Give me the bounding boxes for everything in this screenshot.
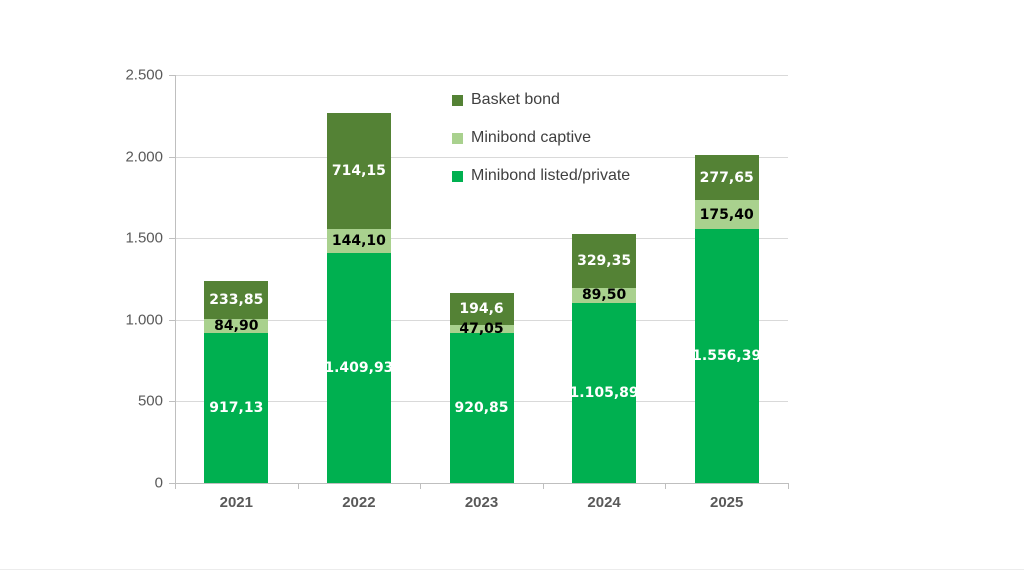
bar-value-label: 329,35 <box>577 253 632 270</box>
y-axis-tick-label: 2.500 <box>125 66 163 84</box>
x-axis-category-label: 2023 <box>464 494 499 511</box>
legend-swatch-basket-bond <box>452 94 463 106</box>
bar-segment-2021-basket-bond: 233,85 <box>204 281 269 320</box>
x-axis-tick <box>542 484 544 489</box>
gridline-2.500 <box>175 75 788 76</box>
bar-value-label: 917,13 <box>209 400 264 417</box>
y-axis-tick <box>169 75 175 76</box>
bar-segment-2023-minibond-listed-private: 920,85 <box>449 332 514 483</box>
legend-item-basket-bond: Basket bond <box>452 92 630 108</box>
bar-segment-2023-minibond-captive: 47,05 <box>449 320 514 337</box>
bar-value-label: 920,85 <box>454 399 509 416</box>
bar-value-label: 233,85 <box>209 292 264 309</box>
y-axis-tick-label: 1.500 <box>125 229 163 247</box>
bar-segment-2021-minibond-listed-private: 917,13 <box>204 333 269 483</box>
gridline-2.000 <box>175 156 788 158</box>
bar-value-label: 144,10 <box>331 233 386 250</box>
legend-swatch-minibond-captive <box>452 132 463 144</box>
bar-segment-2022-minibond-captive: 144,10 <box>326 229 391 253</box>
x-axis-tick <box>788 484 789 489</box>
x-axis-category-label: 2025 <box>710 494 744 511</box>
bar-value-label: 1.556,39 <box>692 347 762 364</box>
x-axis-category-label: 2024 <box>587 494 621 511</box>
y-axis-tick <box>169 238 175 240</box>
y-axis-tick-label: 0 <box>154 474 163 492</box>
bar-value-label: 175,40 <box>699 206 754 223</box>
bar-value-label: 277,65 <box>699 169 754 186</box>
bar-value-label: 84,90 <box>214 318 259 335</box>
legend-item-minibond-captive: Minibond captive <box>452 130 630 146</box>
legend: Basket bond Minibond captive Minibond li… <box>452 92 630 184</box>
x-axis-tick <box>175 484 176 489</box>
bar-value-label: 714,15 <box>331 163 386 180</box>
bar-value-label: 47,05 <box>459 320 504 337</box>
bar-segment-2024-minibond-captive: 89,50 <box>572 287 637 304</box>
bar-segment-2024-minibond-listed-private: 1.105,89 <box>569 302 639 483</box>
bar-segment-2025-minibond-captive: 175,40 <box>694 200 759 229</box>
legend-item-minibond-listed-private: Minibond listed/private <box>452 168 630 184</box>
x-axis-tick <box>297 484 299 489</box>
y-axis-tick <box>169 483 175 484</box>
x-axis-tick <box>665 484 667 489</box>
legend-label-minibond-listed-private: Minibond listed/private <box>471 167 631 184</box>
legend-swatch-minibond-listed-private <box>452 170 463 182</box>
x-axis-line <box>175 483 789 484</box>
bar-segment-2024-basket-bond: 329,35 <box>572 234 637 288</box>
gridline-1.500 <box>175 238 788 240</box>
page-bottom-edge <box>0 569 1024 570</box>
y-axis-tick <box>169 401 175 403</box>
bar-segment-2025-basket-bond: 277,65 <box>694 155 759 201</box>
bar-value-label: 89,50 <box>581 287 627 304</box>
bar-segment-2021-minibond-captive: 84,90 <box>204 318 269 335</box>
legend-label-minibond-captive: Minibond captive <box>471 129 592 146</box>
bar-segment-2022-basket-bond: 714,15 <box>326 112 391 230</box>
bar-segment-2025-minibond-listed-private: 1.556,39 <box>692 228 762 483</box>
x-axis-category-label: 2021 <box>219 494 253 511</box>
bar-value-label: 1.409,93 <box>324 359 394 376</box>
bar-segment-2022-minibond-listed-private: 1.409,93 <box>324 252 394 483</box>
x-axis-tick <box>420 484 422 489</box>
y-axis-tick-label: 1.000 <box>125 311 163 329</box>
y-axis-tick <box>169 156 175 158</box>
y-axis-tick-label: 2.000 <box>125 148 163 166</box>
bar-value-label: 1.105,89 <box>569 384 639 401</box>
y-axis-tick <box>169 319 175 321</box>
y-axis-tick-label: 500 <box>137 392 163 410</box>
y-axis-line <box>175 75 176 483</box>
legend-label-basket-bond: Basket bond <box>471 91 560 108</box>
bar-segment-2023-basket-bond: 194,6 <box>449 293 514 326</box>
bar-value-label: 194,6 <box>459 301 504 318</box>
x-axis-category-label: 2022 <box>342 494 376 511</box>
